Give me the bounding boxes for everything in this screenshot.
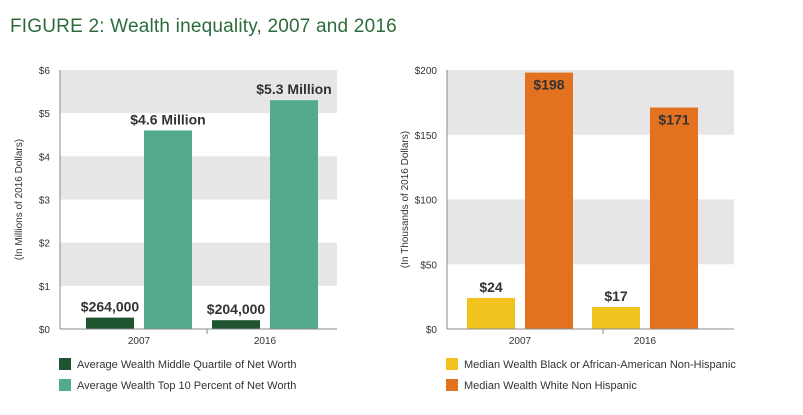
- chart1-x-tick-label: 2016: [254, 336, 277, 347]
- chart1-bar-2016-series2: [270, 100, 318, 329]
- chart1-data-label: $4.6 Million: [130, 111, 205, 127]
- chart1-bar-2007-series1: [86, 317, 134, 329]
- chart1-data-label: $204,000: [207, 301, 266, 317]
- chart1-data-label: $264,000: [81, 299, 140, 315]
- chart2-bar-2016-series1: [592, 306, 640, 329]
- chart2-x-tick-label: 2007: [509, 336, 532, 347]
- chart2-legend-swatch: [446, 358, 458, 370]
- chart1-legend-label: Average Wealth Top 10 Percent of Net Wor…: [77, 380, 296, 392]
- chart1-y-tick-label: $5: [39, 109, 51, 120]
- chart2-data-label: $24: [479, 279, 503, 295]
- chart2-y-tick-label: $200: [415, 66, 438, 77]
- chart1-legend-label: Average Wealth Middle Quartile of Net Wo…: [77, 359, 297, 371]
- chart1-bar-2016-series1: [212, 320, 260, 329]
- chart1-data-label: $5.3 Million: [256, 81, 331, 97]
- chart2-y-tick-label: $50: [420, 260, 437, 271]
- chart2-y-tick-label: $150: [415, 131, 438, 142]
- chart2-data-label: $17: [604, 288, 628, 304]
- chart1-y-tick-label: $2: [39, 239, 51, 250]
- chart1-x-tick-label: 2007: [128, 336, 151, 347]
- chart1-y-tick-label: $1: [39, 282, 51, 293]
- chart2-data-label: $171: [658, 112, 689, 128]
- chart1-y-tick-label: $3: [39, 196, 51, 207]
- chart2-data-label: $198: [533, 77, 564, 93]
- chart2-y-axis-label: (In Thousands of 2016 Dollars): [400, 131, 411, 268]
- chart2-bar-2007-series1: [467, 297, 515, 329]
- figure-title: FIGURE 2: Wealth inequality, 2007 and 20…: [10, 16, 397, 37]
- chart2-y-tick-label: $100: [415, 196, 438, 207]
- chart2-bar-2007-series2: [525, 72, 573, 329]
- chart2-legend-label: Median Wealth White Non Hispanic: [464, 380, 637, 392]
- chart1-bar-2007-series2: [144, 130, 192, 329]
- chart2-legend-swatch: [446, 379, 458, 391]
- chart2-legend-label: Median Wealth Black or African-American …: [464, 359, 736, 371]
- chart2-y-tick-label: $0: [426, 325, 438, 336]
- chart1-legend-swatch: [59, 379, 71, 391]
- chart1-legend-swatch: [59, 358, 71, 370]
- chart1-y-tick-label: $0: [39, 325, 51, 336]
- chart2-bar-2016-series2: [650, 107, 698, 330]
- chart1-y-tick-label: $4: [39, 152, 51, 163]
- chart2-x-tick-label: 2016: [634, 336, 657, 347]
- chart1-y-tick-label: $6: [39, 66, 51, 77]
- chart1-y-axis-label: (In Millions of 2016 Dollars): [14, 139, 25, 260]
